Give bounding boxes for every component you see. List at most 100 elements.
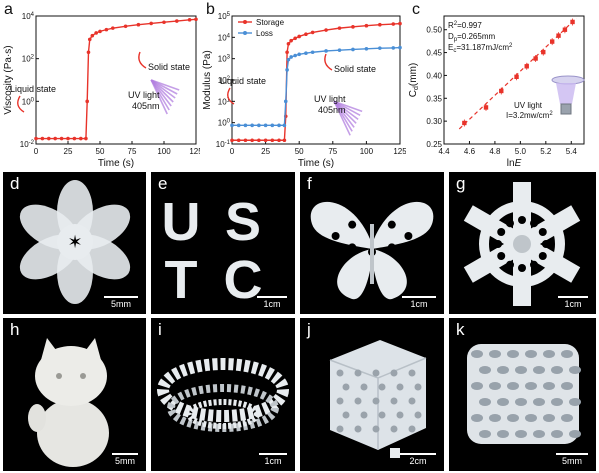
x-tick-label: 5.0 (515, 147, 527, 156)
data-point (549, 39, 555, 44)
data-point (40, 136, 45, 141)
data-point (230, 123, 234, 128)
gyroid-pore (414, 383, 422, 391)
data-point (364, 47, 369, 51)
viscosity-chart: 0 25 50 75 100 125 10-2 100 102 104 Time (s) Viscos… (3, 12, 200, 169)
uv-cone (556, 83, 576, 104)
data-point (364, 23, 369, 28)
snowflake-ring (479, 201, 565, 287)
x-tick-label: 0 (230, 147, 235, 156)
y-tick-label: 102 (22, 55, 35, 64)
pore (515, 398, 527, 406)
pore (471, 382, 483, 390)
lattice-hole (542, 240, 550, 248)
data-point (59, 136, 64, 141)
gyroid-pore (378, 383, 386, 391)
annotation-liquid-state: Liquid state (220, 76, 266, 86)
y-axis-label: Viscosity (Pa·s) (3, 45, 14, 114)
scale-text-f: 1cm (410, 299, 428, 309)
gyroid-pore (378, 411, 386, 419)
cat-head (35, 346, 107, 406)
legend-label: Storage (256, 18, 285, 27)
annotation-liquid-state: Liquid state (10, 84, 56, 94)
scale-text-i: 1cm (264, 456, 282, 466)
data-point (351, 47, 355, 52)
lattice-hole (538, 228, 547, 236)
y-tick-label: 0.30 (426, 117, 442, 126)
cat-eye (56, 373, 62, 379)
data-point (236, 123, 241, 128)
pore (561, 382, 573, 390)
pore (551, 430, 563, 438)
data-point (250, 138, 254, 143)
data-point (514, 74, 519, 79)
series-line-loss (232, 46, 401, 127)
pore (471, 350, 483, 358)
y-tick-label: 102 (218, 76, 231, 85)
gyroid-pore (396, 383, 404, 391)
printed-letter-u: U (162, 192, 201, 252)
wing-cutout (331, 232, 340, 240)
cat-ear-left (41, 338, 59, 360)
gyroid-pore (372, 425, 380, 433)
x-tick-label: 75 (128, 147, 137, 156)
series-line-0 (36, 18, 197, 140)
legend-label: Loss (256, 29, 273, 38)
photo-panel-k: k 5mm (449, 318, 596, 471)
arrow-liquid (17, 95, 25, 113)
fit-r-squared: R2=0.997 (448, 21, 482, 30)
gyroid-pore (372, 397, 380, 405)
data-point (304, 51, 308, 56)
data-point (337, 48, 342, 52)
x-tick-label: 4.4 (438, 147, 450, 156)
pore (569, 366, 581, 374)
y-tick-label: 0.25 (426, 140, 442, 149)
pore (515, 366, 527, 374)
data-point (66, 136, 70, 141)
cat-ear-right (83, 338, 101, 360)
data-point (263, 123, 268, 128)
pore (497, 430, 509, 438)
y-axis-label: Modulus (Pa) (202, 50, 213, 109)
cat-paw (28, 404, 46, 432)
scale-text-d: 5mm (111, 299, 131, 309)
butterfly-shape (310, 201, 434, 300)
x-tick-label: 100 (360, 147, 374, 156)
x-tick-label: 75 (328, 147, 337, 156)
butterfly-print (310, 201, 434, 300)
pore (515, 430, 527, 438)
small-cube (390, 448, 400, 458)
upper-left-wing (310, 201, 372, 249)
data-point (310, 30, 315, 35)
pore (507, 414, 519, 422)
annotation-uv-light: UV light (514, 101, 543, 110)
data-point (282, 138, 287, 143)
gyroid-pore (408, 425, 416, 433)
x-tick-label: 100 (157, 147, 171, 156)
modulus-chart: 0 25 50 75 100 125 10-1 100 101 102 103 104 105 Time … (202, 12, 406, 169)
data-point (391, 22, 396, 26)
gyroid-pore (390, 369, 398, 377)
scale-bar-k: 5mm (556, 453, 588, 466)
data-point (86, 50, 91, 55)
arrow-solid (324, 53, 333, 71)
y-tick-label: 0.45 (426, 49, 442, 58)
outer-ring (157, 358, 289, 422)
data-point (187, 18, 192, 22)
printed-letter-t: T (165, 250, 198, 310)
wing-cutout (348, 243, 357, 252)
panel-label-a: a (4, 1, 13, 18)
wing-cutout (348, 220, 357, 229)
pore (507, 382, 519, 390)
annotation-intensity: I=3.2mw/cm2 (506, 111, 553, 120)
photo-panel-g: g 1cm (449, 172, 596, 314)
data-point (304, 32, 308, 37)
x-tick-label: 125 (189, 147, 200, 156)
scale-text-h: 5mm (115, 456, 135, 466)
data-point (123, 24, 128, 29)
data-point (270, 138, 275, 143)
snowflake-arm (463, 205, 527, 252)
y-tick-label: 103 (218, 55, 231, 64)
data-point (111, 26, 115, 30)
cat-shape (28, 338, 109, 467)
